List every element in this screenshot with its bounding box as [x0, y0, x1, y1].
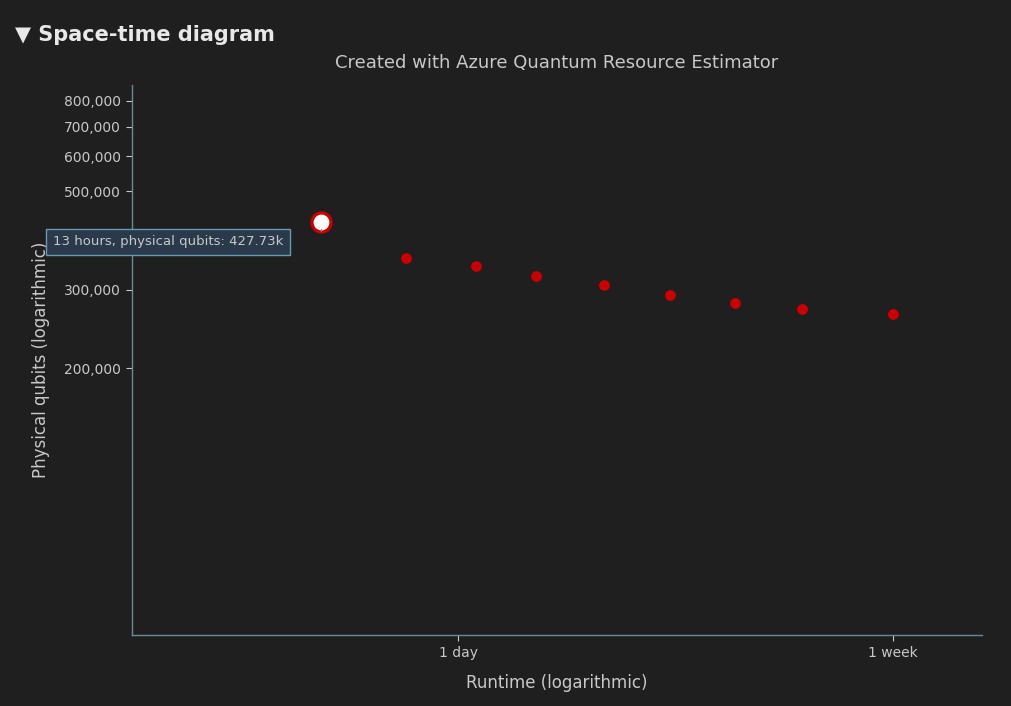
Point	[594, 280, 611, 291]
Point	[794, 303, 810, 314]
Y-axis label: Physical qubits (logarithmic): Physical qubits (logarithmic)	[32, 242, 51, 478]
Point	[661, 289, 677, 300]
Point	[313, 216, 330, 227]
Point	[884, 309, 900, 320]
X-axis label: Runtime (logarithmic): Runtime (logarithmic)	[465, 674, 647, 692]
Point	[528, 270, 544, 282]
Text: 13 hours, physical qubits: 427.73k: 13 hours, physical qubits: 427.73k	[53, 235, 283, 248]
Point	[313, 216, 330, 227]
Title: Created with Azure Quantum Resource Estimator: Created with Azure Quantum Resource Esti…	[335, 54, 777, 72]
Text: ▼ Space-time diagram: ▼ Space-time diagram	[15, 25, 275, 45]
Point	[397, 252, 413, 263]
Point	[727, 298, 743, 309]
Point	[468, 261, 484, 272]
